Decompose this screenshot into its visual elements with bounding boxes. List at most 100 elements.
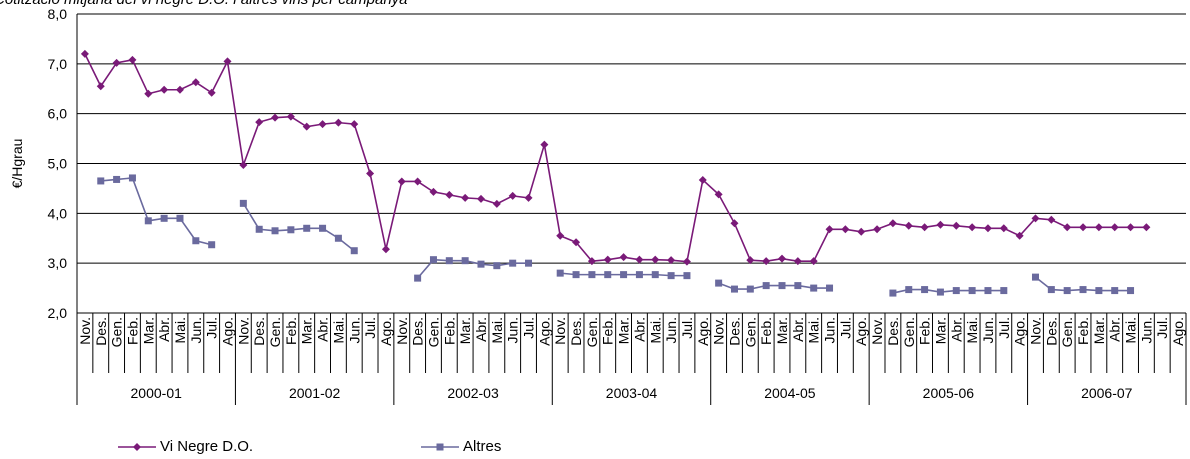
data-point-altres [810,284,818,292]
x-month-label: Nov. [77,317,93,345]
y-tick-label: 8,0 [48,6,68,22]
data-point-altres [762,282,770,290]
data-point-vi-negre [271,113,280,122]
data-point-vi-negre [318,120,327,129]
data-point-vi-negre [461,193,470,202]
x-month-label: Nov. [552,317,568,345]
x-month-label: Ago. [1170,317,1186,346]
data-point-vi-negre [1047,215,1056,224]
x-month-label: Abr. [790,317,806,342]
x-month-label: Abr. [473,317,489,342]
data-point-vi-negre [556,231,565,240]
x-month-label: Mar. [1091,317,1107,344]
data-point-altres [556,269,564,277]
data-point-vi-negre [366,169,375,178]
data-point-vi-negre [825,225,834,234]
data-point-vi-negre [983,224,992,233]
data-point-vi-negre [730,219,739,228]
data-point-vi-negre [429,187,438,196]
x-month-label: Ago. [1012,317,1028,346]
data-point-vi-negre [508,191,517,200]
data-point-vi-negre [1126,223,1135,232]
x-month-label: Jul. [837,317,853,339]
data-point-altres [160,214,168,222]
data-point-vi-negre [1094,223,1103,232]
x-season-label: 2001-02 [289,385,341,401]
x-month-label: Jun. [346,317,362,343]
data-point-altres [778,282,786,290]
data-point-altres [667,272,675,280]
x-month-label: Mar. [932,317,948,344]
x-month-label: Feb. [600,317,616,345]
data-point-vi-negre [999,224,1008,233]
x-month-label: Abr. [315,317,331,342]
data-point-altres [936,288,944,296]
legend-item-vi-negre: Vi Negre D.O. [118,438,253,455]
data-point-vi-negre [936,220,945,229]
data-point-vi-negre [682,257,691,266]
x-month-label: Nov. [235,317,251,345]
data-point-altres [1047,286,1055,294]
x-month-label: Mai. [330,317,346,343]
x-month-label: Gen. [742,317,758,347]
x-month-label: Jun. [980,317,996,343]
x-month-label: Gen. [1059,317,1075,347]
data-point-vi-negre [1031,214,1040,223]
x-month-label: Jul. [521,317,537,339]
data-point-vi-negre [492,199,501,208]
data-point-altres [826,284,834,292]
x-season-label: 2003-04 [606,385,658,401]
data-point-altres [889,289,897,297]
data-point-altres [715,279,723,287]
legend-marker-square-icon [421,443,459,450]
x-month-label: Feb. [1075,317,1091,345]
data-point-altres [952,287,960,295]
data-point-vi-negre [572,238,581,247]
data-point-altres [525,259,533,267]
data-point-altres [794,282,802,290]
x-month-label: Mai. [489,317,505,343]
data-point-vi-negre [128,55,137,64]
data-point-vi-negre [619,253,628,262]
data-point-vi-negre [1063,223,1072,232]
data-point-vi-negre [207,88,216,97]
data-point-altres [303,224,311,232]
data-point-vi-negre [667,256,676,265]
x-month-label: Abr. [156,317,172,342]
x-season-label: 2002-03 [447,385,499,401]
data-point-altres [1079,286,1087,294]
data-point-altres [588,271,596,279]
data-point-vi-negre [334,118,343,127]
data-point-altres [746,285,754,293]
data-point-altres [113,175,121,183]
x-month-label: Mar. [140,317,156,344]
x-month-label: Feb. [441,317,457,345]
x-month-label: Des. [93,317,109,346]
x-month-label: Mar. [774,317,790,344]
x-month-label: Ago. [536,317,552,346]
data-point-vi-negre [952,221,961,230]
x-month-label: Gen. [425,317,441,347]
data-point-vi-negre [476,194,485,203]
data-point-altres [128,174,136,182]
x-season-label: 2005-06 [923,385,975,401]
data-point-vi-negre [302,122,311,131]
data-point-altres [1111,287,1119,295]
data-point-altres [239,199,247,207]
x-month-label: Gen. [584,317,600,347]
data-point-vi-negre [857,227,866,236]
x-month-label: Mai. [806,317,822,343]
x-month-label: Feb. [283,317,299,345]
data-point-vi-negre [635,255,644,264]
data-point-vi-negre [255,118,264,127]
data-point-altres [429,256,437,264]
data-point-altres [968,287,976,295]
y-tick-label: 6,0 [48,106,68,122]
data-point-altres [287,226,295,234]
data-point-vi-negre [809,257,818,266]
x-month-label: Jul. [1154,317,1170,339]
x-month-label: Jun. [505,317,521,343]
data-point-vi-negre [603,255,612,264]
data-point-vi-negre [1142,223,1151,232]
